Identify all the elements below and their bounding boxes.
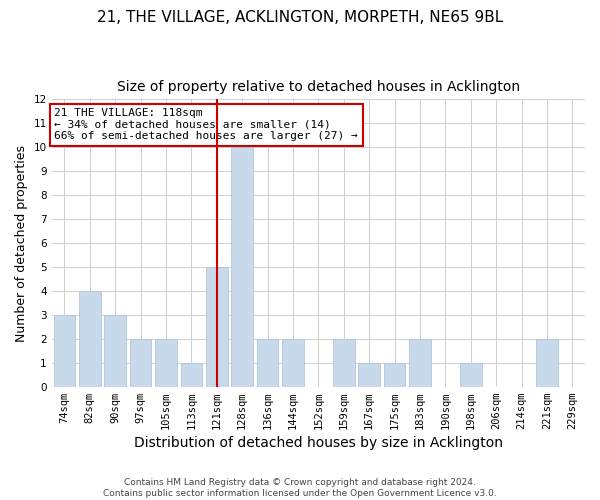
Title: Size of property relative to detached houses in Acklington: Size of property relative to detached ho…	[117, 80, 520, 94]
Bar	[53, 315, 75, 386]
Bar	[104, 315, 126, 386]
Bar	[384, 362, 406, 386]
Bar	[130, 339, 151, 386]
Bar	[358, 362, 380, 386]
Bar	[460, 362, 482, 386]
Text: Contains HM Land Registry data © Crown copyright and database right 2024.
Contai: Contains HM Land Registry data © Crown c…	[103, 478, 497, 498]
Bar	[181, 362, 202, 386]
Bar	[409, 339, 431, 386]
Bar	[79, 291, 101, 386]
Text: 21 THE VILLAGE: 118sqm
← 34% of detached houses are smaller (14)
66% of semi-det: 21 THE VILLAGE: 118sqm ← 34% of detached…	[55, 108, 358, 141]
Bar	[282, 339, 304, 386]
Bar	[333, 339, 355, 386]
Y-axis label: Number of detached properties: Number of detached properties	[15, 144, 28, 342]
Text: 21, THE VILLAGE, ACKLINGTON, MORPETH, NE65 9BL: 21, THE VILLAGE, ACKLINGTON, MORPETH, NE…	[97, 10, 503, 25]
Bar	[536, 339, 557, 386]
Bar	[232, 147, 253, 386]
X-axis label: Distribution of detached houses by size in Acklington: Distribution of detached houses by size …	[134, 436, 503, 450]
Bar	[257, 339, 278, 386]
Bar	[155, 339, 177, 386]
Bar	[206, 267, 227, 386]
